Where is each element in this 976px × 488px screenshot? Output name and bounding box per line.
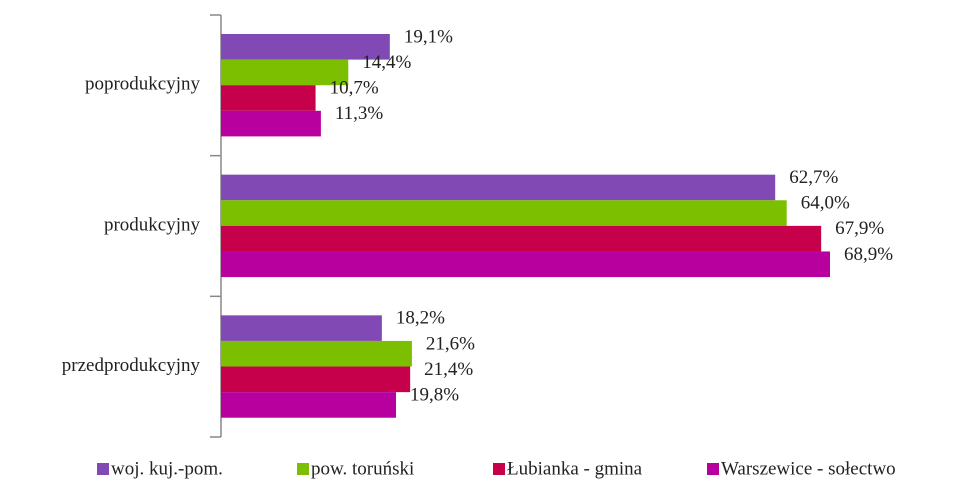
bar <box>221 110 321 137</box>
y-tick-label: przedprodukcyjny <box>62 355 201 376</box>
y-tick-label: produkcyjny <box>104 214 201 235</box>
legend-swatch <box>707 463 719 475</box>
legend-label: Łubianka - gmina <box>507 458 643 479</box>
value-label: 19,1% <box>404 26 453 47</box>
value-label: 21,6% <box>426 333 475 354</box>
value-label: 10,7% <box>330 78 379 99</box>
legend-label: woj. kuj.-pom. <box>111 458 223 479</box>
bar <box>221 34 390 60</box>
value-label: 62,7% <box>789 167 838 188</box>
bar <box>221 315 382 341</box>
bar <box>221 340 412 367</box>
bar <box>221 174 776 201</box>
value-label: 18,2% <box>396 308 445 329</box>
value-label: 21,4% <box>424 359 473 380</box>
value-label: 67,9% <box>835 218 884 239</box>
legend-label: pow. toruński <box>311 458 414 479</box>
bar <box>221 225 822 252</box>
legend-swatch <box>97 463 109 475</box>
y-tick-label: poprodukcyjny <box>85 74 201 95</box>
legend-label: Warszewice - sołectwo <box>721 458 896 479</box>
value-label: 19,8% <box>410 384 459 405</box>
legend-swatch <box>297 463 309 475</box>
bar <box>221 59 349 86</box>
bar <box>221 366 411 393</box>
bar <box>221 200 787 226</box>
bar <box>221 392 397 418</box>
value-label: 68,9% <box>844 244 893 265</box>
value-label: 64,0% <box>801 193 850 214</box>
bar <box>221 85 316 111</box>
bar <box>221 251 830 278</box>
value-label: 11,3% <box>335 103 384 124</box>
legend-swatch <box>493 463 505 475</box>
value-label: 14,4% <box>362 52 411 73</box>
